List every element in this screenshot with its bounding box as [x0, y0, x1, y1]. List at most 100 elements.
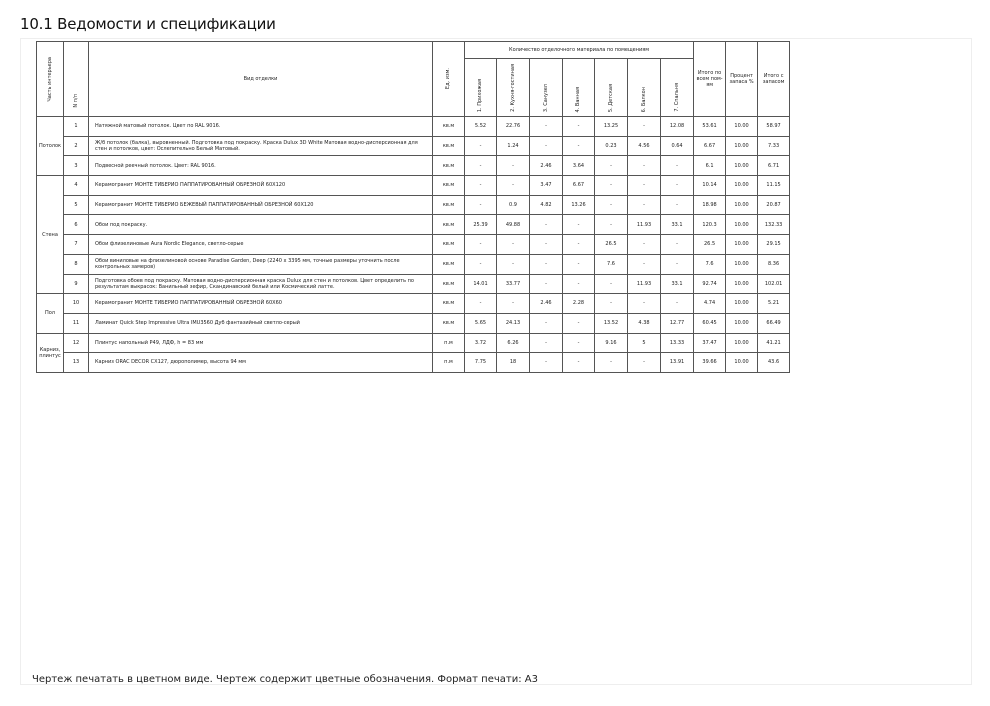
- header-room: 1. Прихожая: [464, 58, 497, 117]
- reserve-percent: 10.00: [725, 135, 759, 157]
- unit: кв.м: [432, 234, 465, 255]
- room-quantity: -: [529, 273, 563, 295]
- room-quantity: -: [594, 293, 628, 314]
- total-quantity: 53.61: [693, 116, 727, 137]
- print-note: Чертеж печатать в цветном виде. Чертеж с…: [32, 674, 538, 685]
- total-with-reserve: 41.21: [757, 332, 791, 354]
- row-number: 4: [63, 175, 89, 196]
- unit: кв.м: [432, 312, 465, 334]
- reserve-percent: 10.00: [725, 155, 759, 177]
- room-quantity: -: [594, 175, 628, 196]
- table-row: 9 Подготовка обоев под покраску. Матовая …: [37, 273, 791, 295]
- total-quantity: 39.66: [693, 352, 727, 373]
- table-row: 7 Обои флизелиновые Aura Nordic Elegance,…: [37, 234, 791, 255]
- room-quantity: -: [659, 253, 695, 275]
- header-num: N п/п: [63, 41, 89, 117]
- total-with-reserve: 66.49: [757, 312, 791, 334]
- room-quantity: -: [659, 234, 695, 255]
- room-quantity: -: [464, 135, 497, 157]
- room-quantity: 6.67: [562, 175, 595, 196]
- room-quantity: -: [464, 155, 497, 177]
- page-title: 10.1 Ведомости и спецификации: [20, 15, 276, 33]
- table-row: 8 Обои виниловые на флизелиновой основе P…: [37, 253, 791, 275]
- room-quantity: -: [594, 214, 628, 236]
- room-quantity: -: [627, 234, 661, 255]
- unit: кв.м: [432, 135, 465, 157]
- table-row: Пол 10 Керамогранит МОНТЕ ТИБЕРИО ПАППАТИР…: [36, 293, 791, 334]
- group-label: Потолок: [36, 115, 64, 177]
- reserve-percent: 10.00: [725, 312, 759, 334]
- table-row: 11 Ламинат Quick Step Impressive Ultra IM…: [37, 312, 791, 334]
- header-reserve: Процент запаса %: [725, 41, 759, 117]
- room-quantity: -: [529, 332, 563, 354]
- finish-description: Обои виниловые на флизелиновой основе Pa…: [88, 253, 433, 275]
- finish-description: Обои флизелиновые Aura Nordic Elegance, …: [88, 234, 433, 255]
- header-room: 6. Балкон: [627, 58, 661, 117]
- room-quantity: -: [529, 312, 563, 334]
- room-quantity: 2.46: [529, 293, 563, 314]
- room-quantity: -: [496, 234, 530, 255]
- total-quantity: 37.47: [693, 332, 727, 354]
- room-quantity: -: [464, 175, 497, 196]
- unit: п.м: [432, 352, 465, 373]
- header-unit: Ед. изм.: [432, 41, 465, 117]
- finish-description: Ламинат Quick Step Impressive Ultra IMU3…: [88, 312, 433, 334]
- total-quantity: 120.3: [693, 214, 727, 236]
- finish-description: Натяжной матовый потолок. Цвет по RAL 90…: [88, 116, 433, 137]
- room-quantity: 0.64: [659, 135, 695, 157]
- room-quantity: 13.33: [659, 332, 695, 354]
- room-quantity: -: [562, 135, 595, 157]
- room-quantity: 24.13: [496, 312, 530, 334]
- room-quantity: -: [496, 253, 530, 275]
- room-quantity: -: [594, 273, 628, 295]
- table-row: 6 Обои под покраску. кв.м 25.39 49.88- - -11.9…: [37, 214, 791, 236]
- room-quantity: 5: [627, 332, 661, 354]
- table-row: 13 Карниз ORAC DECOR CX127, дюрополимер, …: [37, 352, 791, 373]
- reserve-percent: 10.00: [725, 116, 759, 137]
- row-number: 7: [63, 234, 89, 255]
- finish-description: Подвесной реечный потолок. Цвет: RAL 901…: [88, 155, 433, 177]
- room-quantity: -: [594, 194, 628, 216]
- unit: кв.м: [432, 214, 465, 236]
- room-quantity: 3.72: [464, 332, 497, 354]
- finish-description: Карниз ORAC DECOR CX127, дюрополимер, вы…: [88, 352, 433, 373]
- room-quantity: -: [562, 312, 595, 334]
- table-row: 3 Подвесной реечный потолок. Цвет: RAL 90…: [37, 155, 791, 177]
- room-quantity: -: [627, 175, 661, 196]
- room-quantity: 0.23: [594, 135, 628, 157]
- reserve-percent: 10.00: [725, 234, 759, 255]
- total-quantity: 4.74: [693, 293, 727, 314]
- row-number: 10: [63, 293, 89, 314]
- total-quantity: 7.6: [693, 253, 727, 275]
- room-quantity: 11.93: [627, 273, 661, 295]
- finish-description: Подготовка обоев под покраску. Матовая в…: [88, 273, 433, 295]
- unit: кв.м: [432, 175, 465, 196]
- room-quantity: 33.77: [496, 273, 530, 295]
- room-quantity: -: [562, 116, 595, 137]
- finish-description: Ж/б потолок (балка), выровненный. Подгот…: [88, 135, 433, 157]
- total-quantity: 92.74: [693, 273, 727, 295]
- room-quantity: 9.16: [594, 332, 628, 354]
- header-total-reserve: Итого с запасом: [757, 41, 791, 117]
- room-quantity: 0.9: [496, 194, 530, 216]
- room-quantity: 49.88: [496, 214, 530, 236]
- room-quantity: -: [496, 293, 530, 314]
- room-quantity: 14.01: [464, 273, 497, 295]
- room-quantity: -: [562, 352, 595, 373]
- room-quantity: 13.26: [562, 194, 595, 216]
- row-number: 11: [63, 312, 89, 334]
- finish-description: Керамогранит МОНТЕ ТИБЕРИО БЕЖЕВЫЙ ПАППА…: [88, 194, 433, 216]
- row-number: 2: [63, 135, 89, 157]
- total-with-reserve: 8.36: [757, 253, 791, 275]
- reserve-percent: 10.00: [725, 352, 759, 373]
- room-quantity: -: [627, 194, 661, 216]
- row-number: 9: [63, 273, 89, 295]
- finish-description: Плинтус напольный P49, ЛДФ, h = 83 мм: [88, 332, 433, 354]
- row-number: 1: [63, 116, 89, 137]
- room-quantity: 26.5: [594, 234, 628, 255]
- room-quantity: 12.08: [659, 116, 695, 137]
- room-quantity: -: [529, 253, 563, 275]
- finishing-schedule-table: Часть интерьера N п/п Вид отделки Ед. из…: [36, 41, 791, 373]
- room-quantity: 13.25: [594, 116, 628, 137]
- room-quantity: -: [562, 234, 595, 255]
